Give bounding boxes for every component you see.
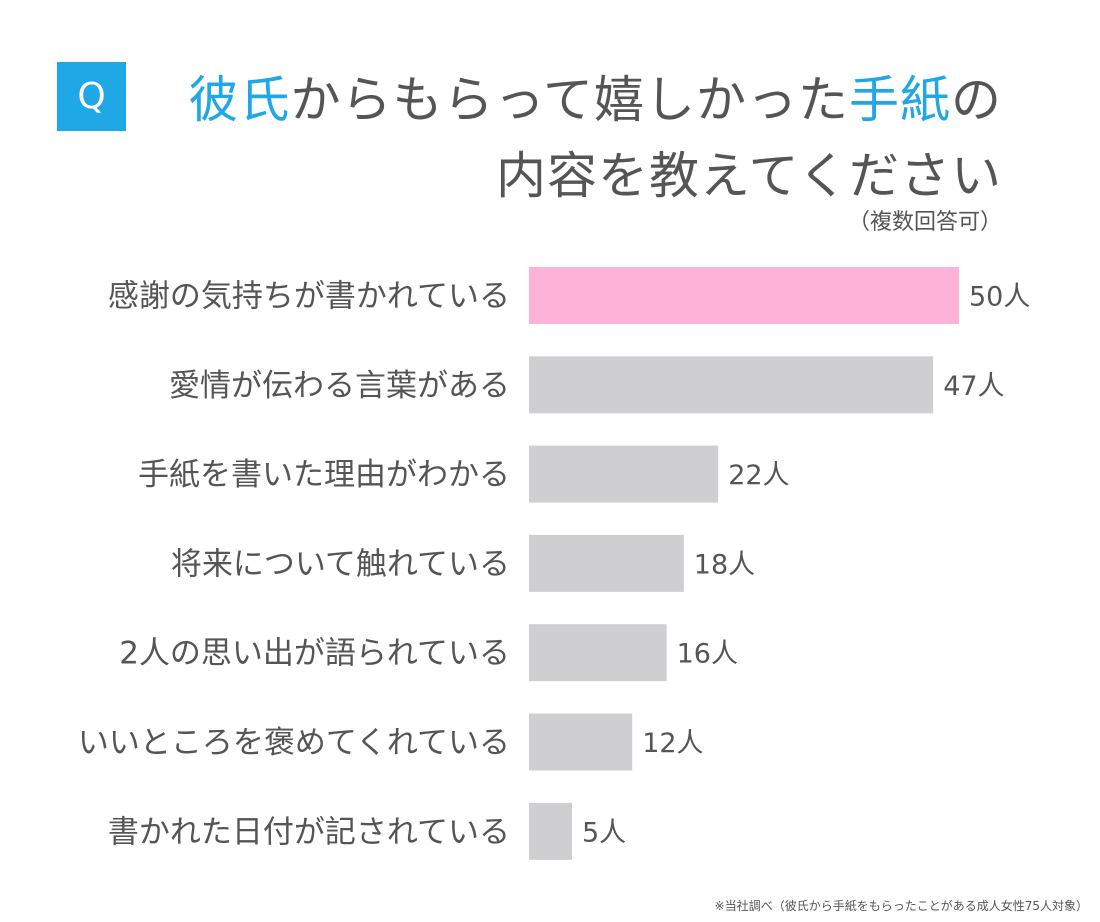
value-label: 16人 xyxy=(677,639,738,670)
survey-footnote: ※当社調べ（彼氏から手紙をもらったことがある成人女性75人対象） xyxy=(714,899,1088,913)
value-label: 22人 xyxy=(728,460,789,491)
category-label: 感謝の気持ちが書かれている xyxy=(108,279,510,315)
value-label: 47人 xyxy=(943,371,1004,402)
category-label: 将来について触れている xyxy=(171,546,510,582)
bar xyxy=(529,713,633,771)
bar xyxy=(529,445,719,503)
bar xyxy=(529,624,667,682)
value-label: 50人 xyxy=(969,282,1030,313)
question-badge: Q xyxy=(57,62,126,131)
title-line-1: 彼氏からもらって嬉しかった手紙の xyxy=(189,72,1003,128)
title-segment: の xyxy=(951,71,1002,129)
multiple-answer-note: （複数回答可） xyxy=(847,210,1002,235)
bar xyxy=(529,534,684,592)
bar xyxy=(529,267,959,324)
value-label: 18人 xyxy=(694,549,755,580)
category-label: 愛情が伝わる言葉がある xyxy=(169,368,510,404)
category-label: いいところを褒めてくれている xyxy=(78,725,510,761)
title-segment: 彼氏 xyxy=(188,71,291,129)
title-line-2: 内容を教えてください xyxy=(496,147,1002,205)
bar xyxy=(529,802,572,860)
title-segment: からもらって嬉しかった xyxy=(290,71,849,129)
title-segment: 手紙 xyxy=(849,71,951,129)
value-label: 5人 xyxy=(582,817,626,848)
value-label: 12人 xyxy=(642,728,703,759)
category-label: 書かれた日付が記されている xyxy=(108,814,510,850)
bar xyxy=(529,356,934,414)
category-label: 2人の思い出が語られている xyxy=(119,636,510,672)
category-label: 手紙を書いた理由がわかる xyxy=(138,457,510,493)
